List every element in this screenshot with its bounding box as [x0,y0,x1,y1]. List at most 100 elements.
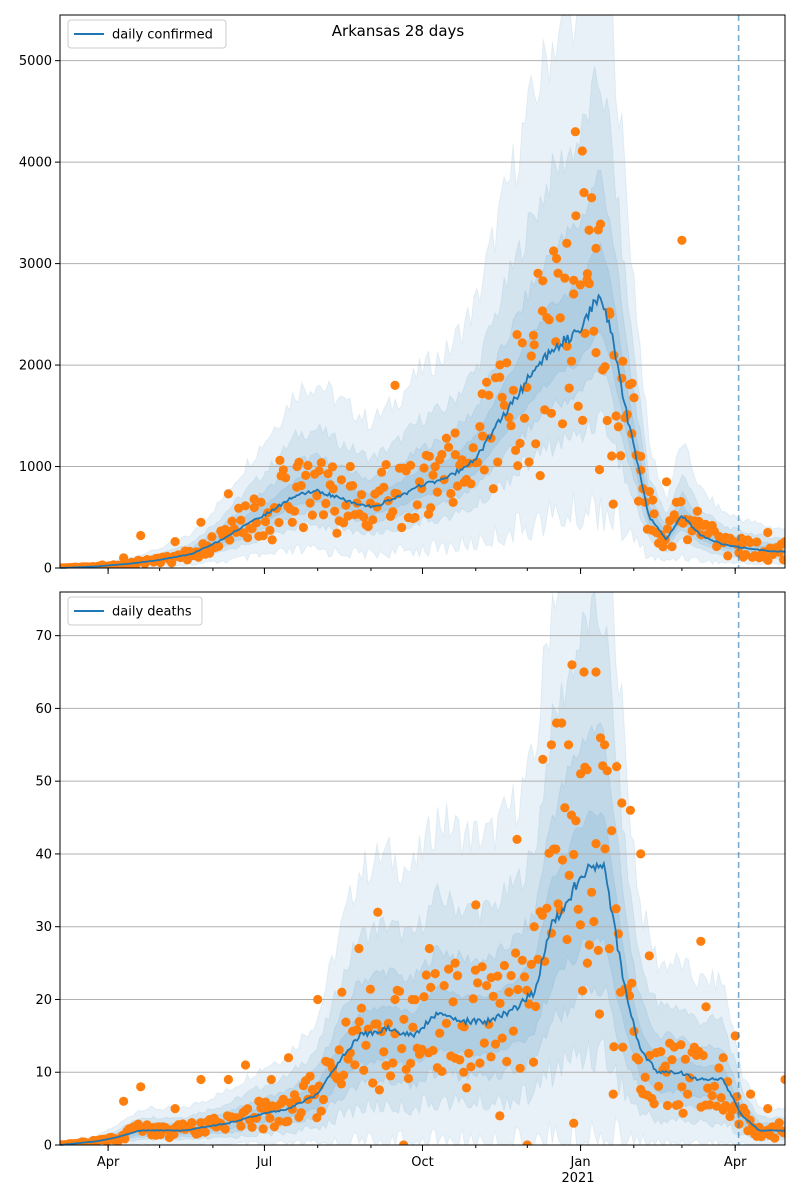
x-axis-year-label: 2021 [561,1171,594,1186]
observed-point [617,373,627,383]
observed-point [249,502,259,513]
observed-point [318,1094,329,1105]
observed-point [419,463,429,473]
observed-point [745,537,755,548]
observed-point [327,1063,338,1073]
deaths-x-axis: Apr Jul Oct Jan Apr [97,1145,747,1170]
observed-point [328,484,338,494]
observed-point [223,489,233,499]
y-tick-label: 70 [35,629,52,644]
observed-point [752,537,762,547]
figure-title: Arkansas 28 days [332,22,465,40]
observed-point [562,934,572,945]
observed-point [522,1140,532,1145]
observed-point [745,1115,755,1125]
observed-point [170,537,180,547]
observed-point [256,497,266,507]
observed-point [406,460,416,470]
observed-point [566,356,577,366]
observed-point [636,849,646,859]
observed-point [439,981,449,991]
observed-point [546,740,557,750]
observed-point [730,1031,740,1041]
observed-point [654,1081,664,1091]
observed-point [649,509,659,519]
observed-point [330,506,340,516]
observed-point [644,951,654,961]
trend-line [59,293,786,569]
observed-point [354,943,364,954]
observed-point [361,1040,371,1050]
observed-point [517,338,527,348]
y-tick-label: 0 [44,562,52,577]
observed-point [316,1106,326,1116]
x-tick-label: Jul [256,1155,273,1170]
observed-point [448,997,458,1007]
observed-point [278,465,288,475]
observed-point [512,834,522,845]
observed-point [258,1124,268,1134]
observed-point [640,1072,650,1082]
observed-point [584,940,594,950]
observed-point [591,243,601,253]
observed-point [421,970,431,980]
observed-point [345,461,355,472]
observed-point [390,994,400,1005]
observed-point [225,535,235,545]
observed-point [136,1082,146,1092]
observed-point [667,542,677,552]
observed-point [569,275,579,285]
observed-point [779,1128,785,1138]
observed-point [332,528,342,538]
observed-point [674,1100,684,1110]
observed-point [314,466,324,476]
observed-point [394,986,405,996]
confirmed-x-axis [107,568,736,574]
observed-point [577,146,587,156]
observed-point [448,497,458,507]
observed-point [236,1121,246,1131]
observed-point [510,948,521,958]
observed-point [579,667,589,677]
observed-point [576,769,586,779]
observed-point [356,1003,367,1013]
observed-point [648,495,658,505]
observed-point [723,551,733,561]
y-tick-label: 60 [35,702,52,717]
observed-point [578,986,588,996]
observed-point [327,462,338,472]
observed-point [618,1042,628,1052]
observed-point [683,535,693,545]
observed-point [388,507,398,517]
observed-point [497,1033,507,1043]
observed-point [662,524,673,534]
x-tick-label: Apr [97,1155,120,1170]
observed-point [502,358,512,368]
observed-point [312,1113,322,1123]
observed-point [478,431,488,441]
observed-point [573,904,583,915]
observed-point [479,465,489,475]
observed-point [296,481,306,491]
observed-point [136,530,146,541]
observed-point [531,439,541,449]
observed-point [649,1099,659,1109]
observed-point [207,532,217,542]
observed-point [316,458,326,468]
observed-point [352,1025,362,1035]
observed-point [301,470,311,480]
deaths-uncertainty-bands [60,592,785,1145]
observed-point [461,1083,472,1093]
observed-point [428,470,438,480]
observed-point [337,987,347,997]
observed-point [365,984,375,994]
observed-point [537,306,548,316]
observed-point [607,451,617,461]
trend-line [59,860,786,1146]
observed-point [709,1081,720,1091]
observed-point [155,1130,166,1140]
observed-point [385,1071,396,1081]
observed-point [220,1124,230,1134]
y-tick-label: 0 [44,1139,52,1154]
observed-point [240,501,250,511]
